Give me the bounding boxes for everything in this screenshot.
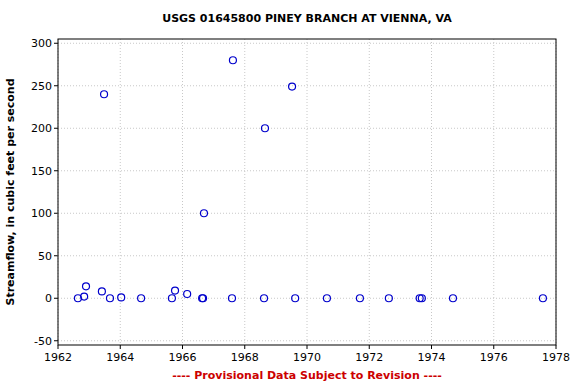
tick [120,345,121,349]
point [168,295,175,302]
points [74,57,546,302]
point [200,295,207,302]
point [385,295,392,302]
grid-line [120,39,121,345]
tick [58,345,59,349]
grid-line [307,39,308,345]
tick-label: 1966 [169,351,197,364]
point [184,291,191,298]
grid-line [58,128,556,129]
tick-label: 1962 [44,351,72,364]
tick [54,128,58,129]
point [261,125,268,132]
grid-line [369,39,370,345]
tick [54,213,58,214]
point [289,83,296,90]
tick [369,345,370,349]
grid-line [431,39,432,345]
point [81,293,88,300]
tick [54,170,58,171]
annotation: ---- Provisional Data Subject to Revisio… [172,369,442,382]
point [292,295,299,302]
tick [307,345,308,349]
tick [182,345,183,349]
chart: USGS 01645800 PINEY BRANCH AT VIENNA, VA… [0,0,576,384]
grid-line [58,85,556,86]
point [449,295,456,302]
tick-label: 1972 [355,351,383,364]
tick [244,345,245,349]
tick-label: 50 [38,250,52,263]
tick-label: 250 [31,80,52,93]
axis-label: Streamflow, in cubic feet per second [4,78,17,305]
tick [556,345,557,349]
point [172,287,179,294]
title: USGS 01645800 PINEY BRANCH AT VIENNA, VA [162,12,452,25]
point [539,295,546,302]
tick-label: 100 [31,207,52,220]
tick [54,43,58,44]
point [261,295,268,302]
point [83,283,90,290]
point [118,294,125,301]
tick-label: 0 [45,292,52,305]
point [98,288,105,295]
tick-label: 1974 [418,351,446,364]
tick [54,85,58,86]
point [200,210,207,217]
tick-label: 1976 [480,351,508,364]
point [228,295,235,302]
point [101,91,108,98]
tick-label: 1978 [542,351,570,364]
grid-line [58,340,556,341]
tick [54,255,58,256]
tick [54,298,58,299]
grid-line [182,39,183,345]
point [138,295,145,302]
plot-frame [58,39,556,345]
point [106,295,113,302]
tick-label: 300 [31,37,52,50]
tick [493,345,494,349]
tick [54,340,58,341]
tick-label: 1970 [293,351,321,364]
tick-label: -50 [34,335,52,348]
point [199,295,206,302]
point [356,295,363,302]
tick [431,345,432,349]
point [229,57,236,64]
grid-line [493,39,494,345]
tick-label: 1964 [106,351,134,364]
grid-line [244,39,245,345]
point [418,295,425,302]
tick-label: 1968 [231,351,259,364]
tick-label: 150 [31,165,52,178]
point [323,295,330,302]
tick-label: 200 [31,122,52,135]
